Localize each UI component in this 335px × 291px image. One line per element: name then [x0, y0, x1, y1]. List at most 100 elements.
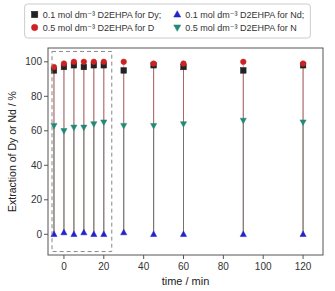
- x-tick: [143, 255, 144, 259]
- y-axis-label: Extraction of Dy or Nd / %: [6, 91, 18, 212]
- x-tick-label: 40: [138, 261, 150, 272]
- data: [51, 51, 306, 251]
- point: [300, 231, 306, 237]
- series: [54, 120, 303, 234]
- axes: 020406080100120020406080100: [25, 56, 312, 272]
- point: [81, 59, 87, 65]
- point: [91, 59, 97, 65]
- legend-label: 0.1 mol dm⁻³ D2EHPA for Nd;: [185, 10, 304, 20]
- legend-frame: [25, 4, 311, 38]
- point: [61, 229, 67, 235]
- x-tick-label: 60: [178, 261, 190, 272]
- series: [54, 233, 303, 235]
- x-tick: [103, 255, 104, 259]
- stem: [53, 126, 54, 235]
- stem: [53, 67, 54, 234]
- stem: [153, 126, 154, 235]
- x-tick-label: 80: [218, 261, 230, 272]
- stem: [243, 120, 244, 234]
- point: [81, 64, 87, 70]
- stem: [83, 62, 84, 235]
- point: [61, 61, 67, 67]
- stem: [103, 122, 104, 234]
- x-tick-label: 20: [98, 261, 110, 272]
- x-tick: [223, 255, 224, 259]
- series: [54, 62, 303, 235]
- x-tick: [183, 255, 184, 259]
- point: [240, 231, 246, 237]
- legend-item: 0.1 mol dm⁻³ D2EHPA for Dy;: [31, 10, 161, 20]
- series-markers: [51, 118, 306, 134]
- legend-symbol: [31, 24, 37, 30]
- legend-label: 0.5 mol dm⁻³ D2EHPA for D: [43, 23, 155, 33]
- point: [300, 61, 306, 67]
- point: [121, 68, 127, 74]
- point: [121, 59, 127, 65]
- series-markers: [51, 229, 306, 236]
- x-tick: [303, 255, 304, 259]
- point: [71, 231, 77, 237]
- y-tick-label: 60: [31, 125, 43, 136]
- stem: [73, 127, 74, 234]
- legend-symbol: [31, 11, 37, 17]
- legend-label: 0.5 mol dm⁻³ D2EHPA for N: [185, 23, 297, 33]
- series-markers: [51, 59, 306, 70]
- point: [240, 118, 246, 124]
- x-tick: [263, 255, 264, 259]
- point: [71, 125, 77, 131]
- legend-item: 0.1 mol dm⁻³ D2EHPA for Nd;: [174, 10, 305, 20]
- x-tick-label: 0: [61, 261, 67, 272]
- point: [91, 122, 97, 128]
- point: [240, 68, 246, 74]
- y-tick-label: 20: [31, 194, 43, 205]
- y-tick: [44, 96, 48, 97]
- y-tick: [44, 130, 48, 131]
- series-markers: [51, 62, 306, 73]
- legend-item: 0.5 mol dm⁻³ D2EHPA for D: [31, 23, 154, 33]
- dashed-box: [52, 51, 112, 251]
- stem: [63, 131, 64, 235]
- y-tick: [44, 61, 48, 62]
- point: [121, 229, 127, 235]
- stem: [83, 127, 84, 234]
- point: [151, 123, 157, 129]
- stem: [103, 62, 104, 235]
- legend-symbol: [174, 25, 181, 31]
- x-tick-label: 120: [295, 261, 312, 272]
- point: [181, 61, 187, 67]
- stem: [93, 124, 94, 234]
- chart: 0.1 mol dm⁻³ D2EHPA for Dy; 0.5 mol dm⁻³ …: [0, 0, 335, 291]
- point: [81, 125, 87, 131]
- x-tick: [63, 255, 64, 259]
- legend-item: 0.5 mol dm⁻³ D2EHPA for N: [174, 23, 297, 33]
- point: [71, 59, 77, 65]
- stem: [303, 64, 304, 235]
- y-tick: [44, 165, 48, 166]
- point: [300, 120, 306, 126]
- point: [101, 231, 107, 237]
- y-tick: [44, 234, 48, 235]
- point: [101, 59, 107, 65]
- legend-symbol: [174, 11, 181, 17]
- plot-frame: [48, 48, 323, 255]
- stem: [243, 62, 244, 235]
- point: [121, 123, 127, 129]
- point: [151, 231, 157, 237]
- stem: [93, 62, 94, 235]
- series: [54, 65, 303, 234]
- stem: [183, 64, 184, 235]
- y-tick-label: 40: [31, 160, 43, 171]
- point: [101, 120, 107, 126]
- stem: [123, 62, 124, 235]
- point: [180, 122, 186, 128]
- point: [151, 61, 157, 67]
- x-axis-label: time / min: [162, 275, 210, 287]
- point: [81, 229, 87, 235]
- stem: [123, 126, 124, 235]
- legend-label: 0.1 mol dm⁻³ D2EHPA for Dy;: [43, 10, 162, 20]
- stem: [153, 64, 154, 235]
- y-tick-label: 100: [25, 56, 42, 67]
- point: [180, 231, 186, 237]
- y-tick-label: 0: [36, 229, 42, 240]
- stem: [303, 122, 304, 234]
